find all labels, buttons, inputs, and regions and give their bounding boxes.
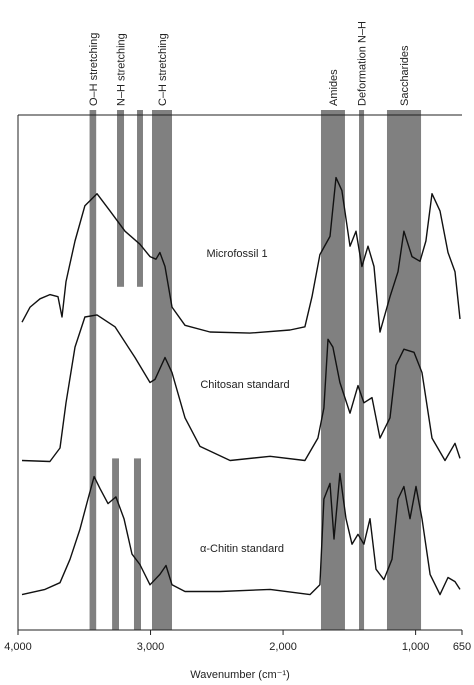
band-label: C–H stretching (157, 33, 169, 106)
x-tick-label: 2,000 (269, 641, 297, 653)
band (386, 110, 422, 630)
spectrum-line (21, 472, 461, 596)
x-tick-label: 3,000 (137, 641, 165, 653)
x-tick-label: 650 (453, 641, 471, 653)
x-tick-label: 4,000 (4, 641, 32, 653)
band (137, 110, 143, 287)
band (89, 110, 97, 630)
band-label: Deformation N–H (357, 21, 369, 106)
spectrum-line (21, 176, 461, 334)
band (133, 458, 141, 630)
series-label: α-Chitin standard (200, 543, 284, 555)
series-label: Microfossil 1 (206, 248, 267, 260)
band-label: Saccharides (399, 45, 411, 106)
band (112, 458, 119, 630)
band (117, 110, 125, 287)
spectrum-line (21, 314, 461, 463)
x-tick-label: 1,000 (402, 641, 430, 653)
x-axis-label: Wavenumber (cm⁻¹) (190, 669, 290, 681)
band-label: O–H stretching (88, 33, 100, 106)
band (151, 110, 173, 630)
band (359, 110, 365, 630)
series-label: Chitosan standard (200, 379, 289, 391)
band-label: N–H stretching (116, 33, 128, 106)
band (320, 110, 345, 630)
band-label: Amides (328, 69, 340, 106)
